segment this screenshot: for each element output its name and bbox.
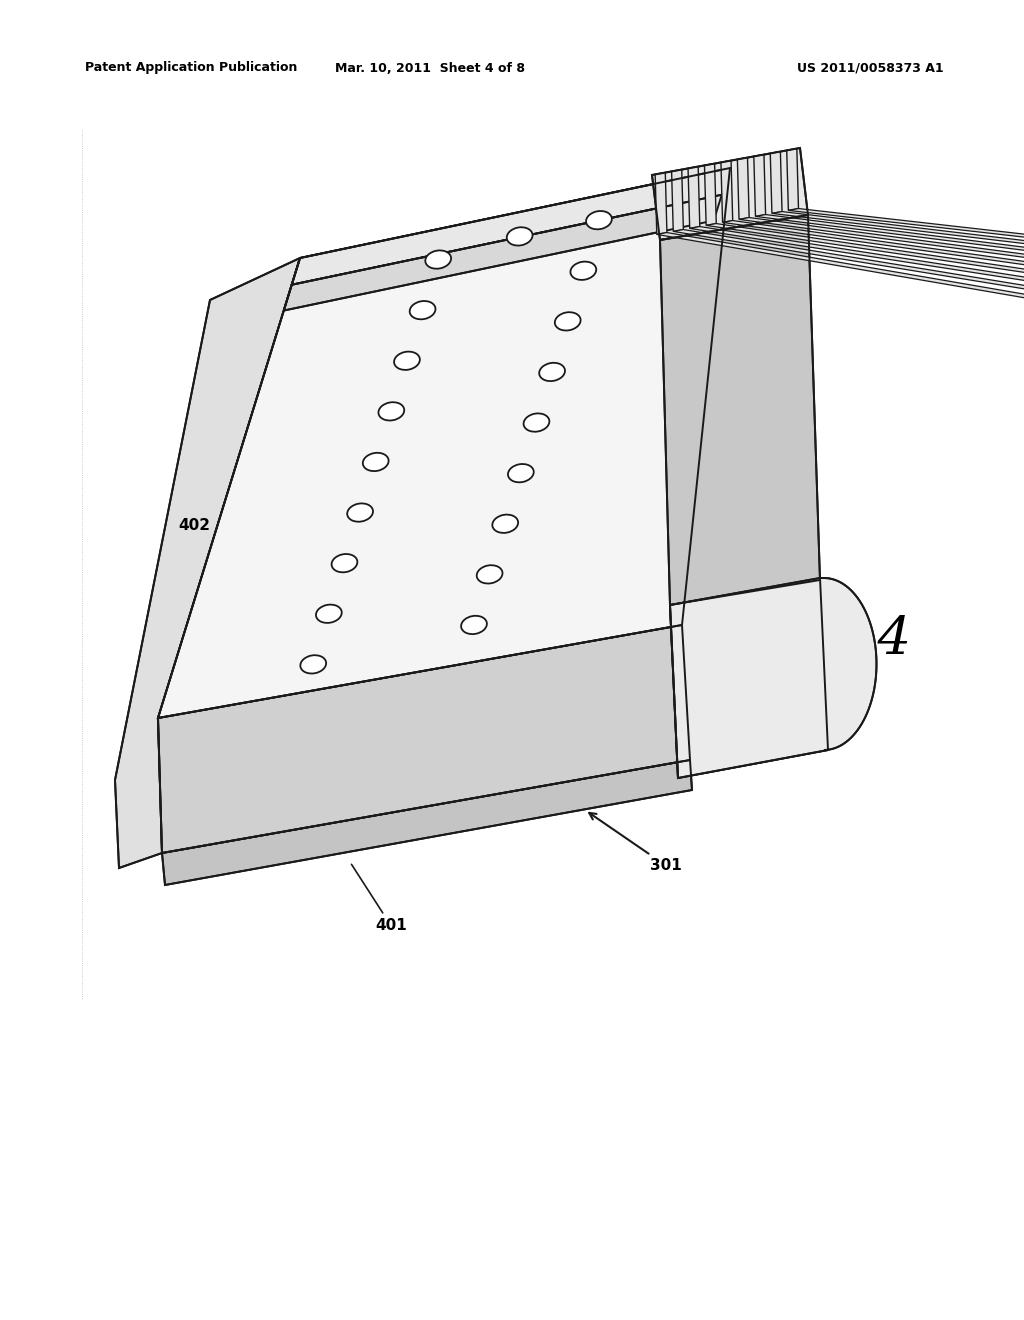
Polygon shape [688,166,699,228]
Text: 403: 403 [377,236,460,289]
Polygon shape [162,760,692,884]
Polygon shape [672,169,683,231]
Polygon shape [652,148,808,240]
Polygon shape [158,168,730,718]
Polygon shape [723,220,1024,323]
Polygon shape [786,149,799,210]
Ellipse shape [347,503,373,521]
Polygon shape [754,154,766,216]
Ellipse shape [379,403,404,421]
Polygon shape [115,257,300,869]
Polygon shape [772,211,1024,306]
Ellipse shape [507,227,532,246]
Polygon shape [670,578,828,777]
Text: 401: 401 [351,865,407,933]
Text: Figure 4: Figure 4 [684,615,912,665]
Polygon shape [655,173,667,235]
Polygon shape [673,230,1024,342]
Polygon shape [788,209,1024,300]
Ellipse shape [300,655,326,673]
Text: Patent Application Publication: Patent Application Publication [85,62,297,74]
Polygon shape [739,218,1024,318]
Polygon shape [158,624,690,853]
Ellipse shape [508,465,534,482]
Ellipse shape [394,351,420,370]
Polygon shape [690,227,1024,335]
Text: 301: 301 [589,813,682,873]
Ellipse shape [410,301,435,319]
Ellipse shape [555,313,581,330]
Ellipse shape [570,261,596,280]
Polygon shape [656,232,1024,348]
Polygon shape [660,215,820,605]
Polygon shape [284,195,722,310]
Text: 402: 402 [178,517,257,546]
Polygon shape [756,215,1024,312]
Polygon shape [737,157,750,219]
Text: Mar. 10, 2011  Sheet 4 of 8: Mar. 10, 2011 Sheet 4 of 8 [335,62,525,74]
Ellipse shape [477,565,503,583]
Ellipse shape [540,363,565,381]
Ellipse shape [425,251,452,269]
Polygon shape [670,578,877,777]
Ellipse shape [493,515,518,533]
Ellipse shape [316,605,342,623]
Ellipse shape [586,211,612,230]
Polygon shape [705,164,716,226]
Polygon shape [721,161,733,222]
Ellipse shape [332,554,357,573]
Text: US 2011/0058373 A1: US 2011/0058373 A1 [797,62,943,74]
Ellipse shape [461,616,486,634]
Polygon shape [707,223,1024,330]
Ellipse shape [523,413,549,432]
Polygon shape [770,152,782,214]
Ellipse shape [362,453,389,471]
Polygon shape [292,168,730,285]
